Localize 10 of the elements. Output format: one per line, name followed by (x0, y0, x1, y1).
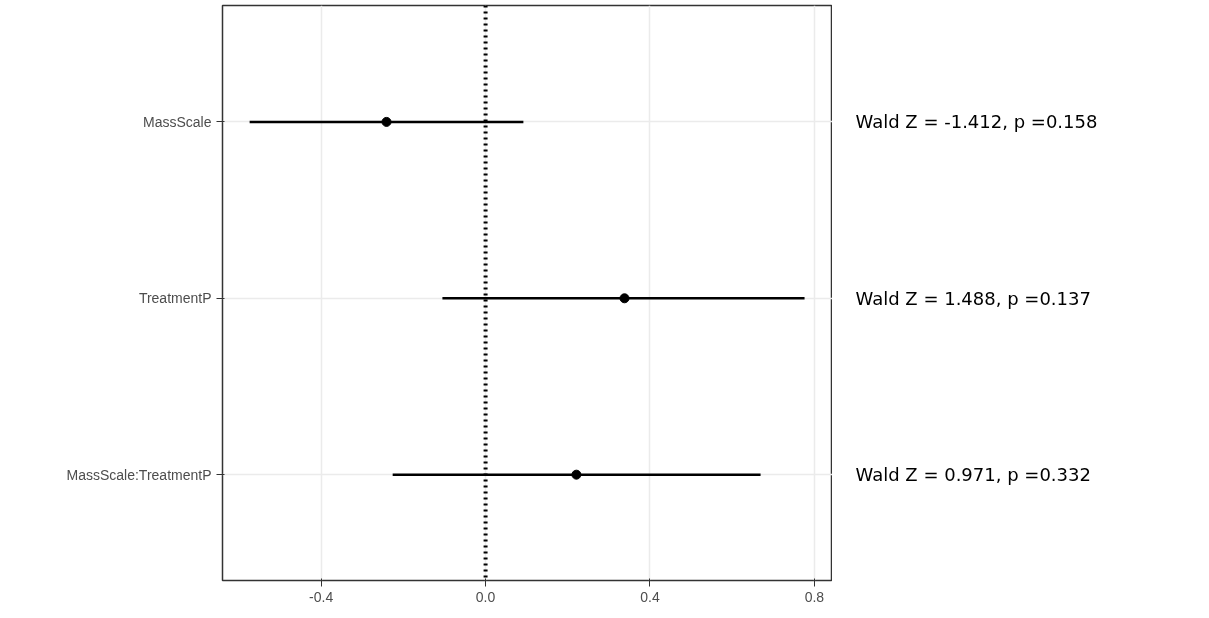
text: Wald Z = -1.412, p =0.158 (855, 111, 1098, 133)
x-tick-label: 0.8 (804, 588, 825, 605)
text: Wald Z = 0.971, p =0.332 (855, 464, 1091, 486)
text: Wald Z = 1.488, p =0.137 (855, 287, 1091, 309)
y-tick-label: MassScale:TreatmentP (66, 466, 212, 483)
x-tick-label: -0.4 (309, 588, 334, 605)
y-tick-label: TreatmentP (138, 290, 212, 307)
x-tick-label: 0.0 (475, 588, 496, 605)
x-tick-label: 0.4 (640, 588, 660, 605)
y-tick-label: MassScale (143, 113, 212, 130)
